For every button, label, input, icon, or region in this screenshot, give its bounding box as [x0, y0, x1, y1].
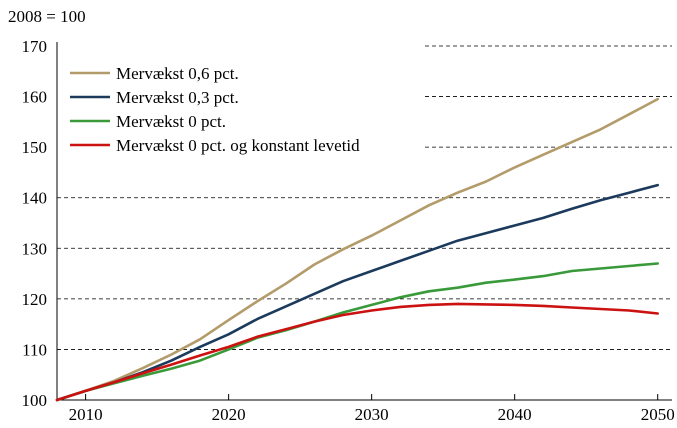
series-line-3 — [55, 262, 659, 402]
legend-label-1: Mervækst 0,6 pct. — [116, 64, 239, 83]
x-axis-ticks: 2010 2020 2030 2040 2050 — [69, 394, 675, 424]
x-tick-label: 2020 — [212, 405, 246, 424]
y-axis-ticks: 100 110 120 130 140 150 160 170 — [22, 37, 48, 410]
legend-label-4: Mervækst 0 pct. og konstant levetid — [116, 136, 360, 155]
y-tick-label: 150 — [22, 138, 48, 157]
axes — [56, 42, 672, 401]
x-tick-label: 2040 — [498, 405, 532, 424]
grid-lines — [57, 45, 672, 350]
x-tick-label: 2030 — [355, 405, 389, 424]
unit-label: 2008 = 100 — [8, 7, 86, 26]
y-tick-label: 100 — [22, 391, 48, 410]
series-line-4 — [55, 302, 659, 402]
y-tick-label: 140 — [22, 189, 48, 208]
series-line-1 — [55, 97, 659, 402]
legend: Mervækst 0,6 pct. Mervækst 0,3 pct. Mervæk… — [70, 64, 360, 155]
series-lines — [55, 97, 659, 402]
legend-label-3: Mervækst 0 pct. — [116, 112, 226, 131]
y-tick-label: 110 — [22, 340, 47, 359]
x-tick-label: 2010 — [69, 405, 103, 424]
legend-label-2: Mervækst 0,3 pct. — [116, 88, 239, 107]
y-tick-label: 160 — [22, 88, 48, 107]
x-tick-label: 2050 — [641, 405, 675, 424]
series-line-2 — [55, 183, 659, 402]
y-tick-label: 130 — [22, 239, 48, 258]
y-tick-label: 170 — [22, 37, 48, 56]
y-tick-label: 120 — [22, 290, 48, 309]
